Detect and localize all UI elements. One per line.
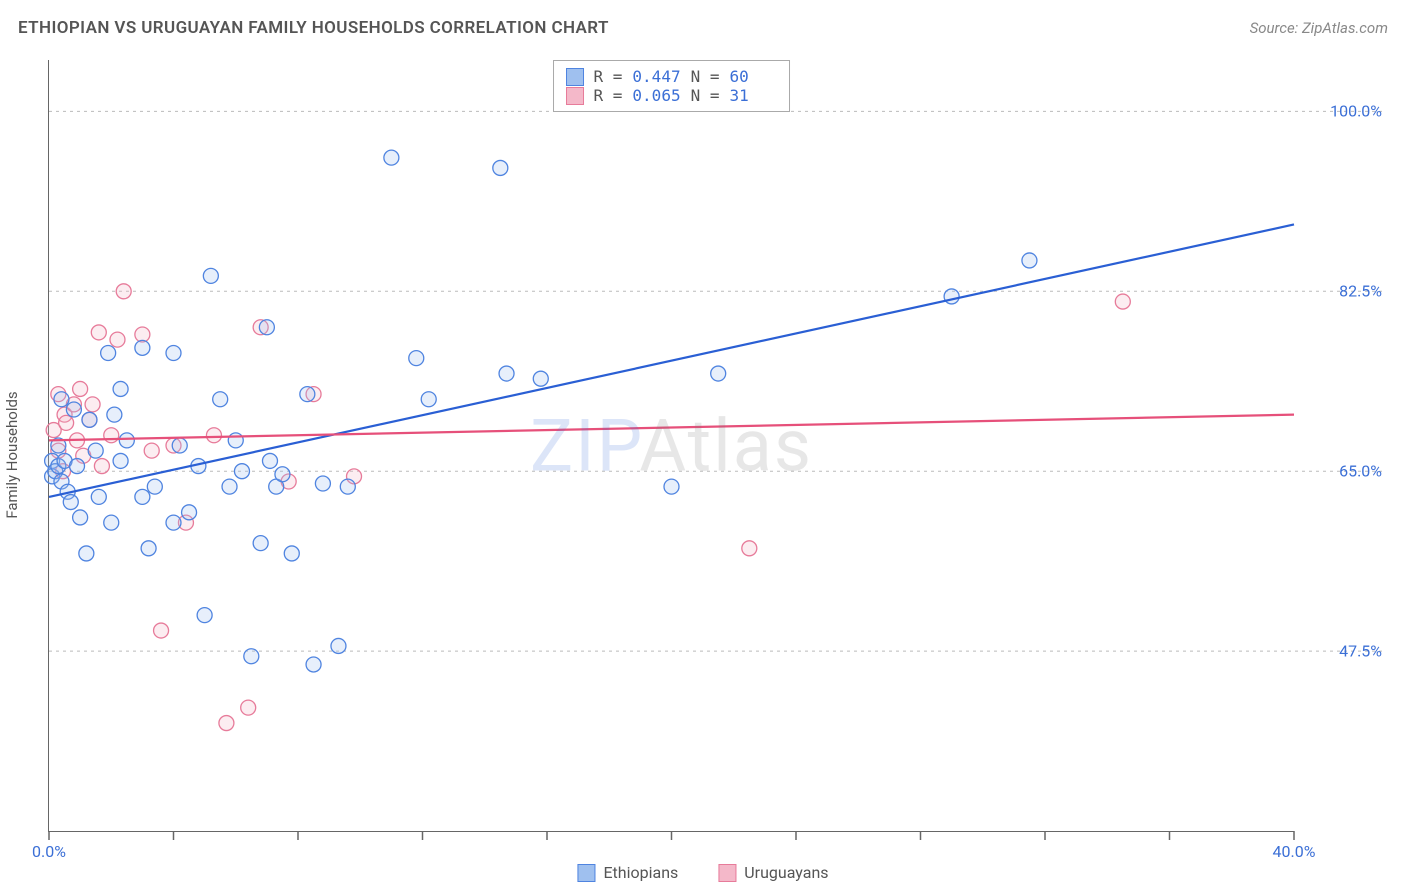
legend-item-uruguayans: Uruguayans [718, 863, 828, 882]
y-tick-label: 47.5% [1302, 642, 1382, 661]
r-label: R = [594, 86, 623, 105]
chart-header: ETHIOPIAN VS URUGUAYAN FAMILY HOUSEHOLDS… [18, 18, 1388, 38]
y-axis-label: Family Households [3, 391, 21, 518]
swatch-uruguayans [566, 87, 584, 105]
stats-row-uruguayans: R = 0.065 N = 31 [566, 86, 778, 105]
r-value-uruguayans: 0.065 [632, 86, 680, 105]
source-attribution: Source: ZipAtlas.com [1250, 19, 1388, 37]
plot-area: ZIPAtlas R = 0.447 N = 60 R = 0.065 N = … [48, 60, 1294, 832]
plot-svg [49, 60, 1294, 831]
n-value-uruguayans: 31 [729, 86, 777, 105]
stats-row-ethiopians: R = 0.447 N = 60 [566, 67, 778, 86]
bottom-legend: Ethiopians Uruguayans [577, 863, 828, 882]
y-tick-label: 65.0% [1302, 462, 1382, 481]
legend-swatch-uruguayans [718, 864, 736, 882]
x-tick-label: 0.0% [32, 842, 66, 861]
plot-area-wrap: ZIPAtlas R = 0.447 N = 60 R = 0.065 N = … [48, 60, 1384, 832]
x-tick-label: 40.0% [1273, 842, 1316, 861]
legend-item-ethiopians: Ethiopians [577, 863, 678, 882]
n-value-ethiopians: 60 [729, 67, 777, 86]
y-tick-label: 82.5% [1302, 282, 1382, 301]
stats-legend: R = 0.447 N = 60 R = 0.065 N = 31 [553, 60, 791, 112]
r-value-ethiopians: 0.447 [632, 67, 680, 86]
swatch-ethiopians [566, 68, 584, 86]
chart-title: ETHIOPIAN VS URUGUAYAN FAMILY HOUSEHOLDS… [18, 18, 609, 38]
legend-swatch-ethiopians [577, 864, 595, 882]
legend-label-uruguayans: Uruguayans [744, 863, 828, 882]
r-label: R = [594, 67, 623, 86]
n-label: N = [691, 67, 720, 86]
legend-label-ethiopians: Ethiopians [603, 863, 678, 882]
y-tick-label: 100.0% [1302, 102, 1382, 121]
n-label: N = [691, 86, 720, 105]
